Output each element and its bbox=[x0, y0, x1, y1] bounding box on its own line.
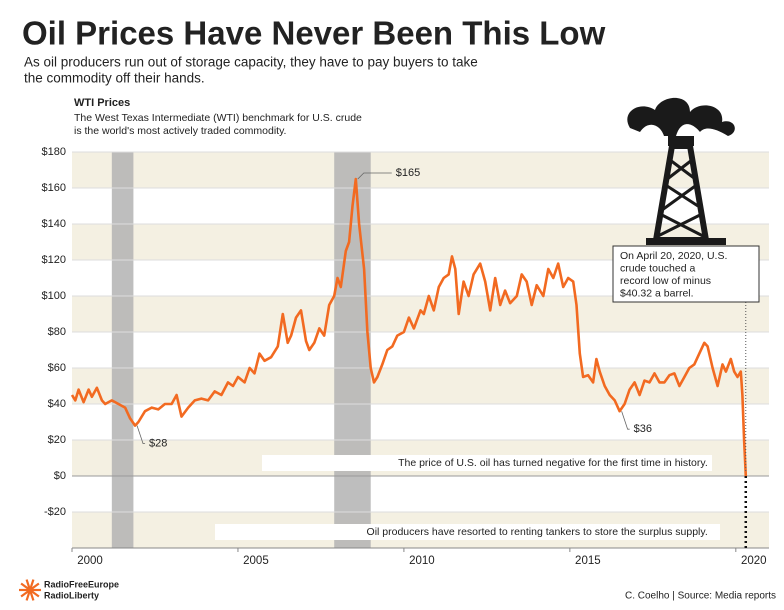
logo-mark bbox=[19, 579, 41, 601]
y-tick-label: $160 bbox=[42, 182, 66, 194]
logo-text: RadioFreeEurope bbox=[44, 579, 119, 589]
annotation-leader bbox=[136, 425, 146, 444]
callout-text: On April 20, 2020, U.S. bbox=[620, 250, 727, 262]
x-tick-label: 2010 bbox=[409, 555, 435, 567]
annotation-leader bbox=[621, 411, 630, 430]
note: The price of U.S. oil has turned negativ… bbox=[398, 457, 708, 469]
note: Oil producers have resorted to renting t… bbox=[367, 526, 708, 538]
x-tick-label: 2020 bbox=[741, 555, 767, 567]
callout-box bbox=[612, 245, 760, 303]
x-tick-label: 2005 bbox=[243, 555, 269, 567]
y-tick-label: $0 bbox=[54, 470, 66, 482]
y-tick-label: $80 bbox=[48, 326, 66, 338]
price-line bbox=[70, 177, 748, 477]
x-tick-label: 2000 bbox=[77, 555, 103, 567]
y-tick-label: $20 bbox=[48, 434, 66, 446]
annotation: $36 bbox=[634, 423, 652, 435]
note-bg bbox=[262, 455, 712, 471]
shaded-period bbox=[111, 152, 134, 548]
description: is the world's most actively traded comm… bbox=[74, 125, 286, 137]
y-tick-label: -$20 bbox=[44, 506, 66, 518]
subtitle: As oil producers run out of storage capa… bbox=[24, 55, 478, 70]
y-tick-label: $180 bbox=[42, 146, 66, 158]
x-tick-label: 2015 bbox=[575, 555, 601, 567]
chart-title: WTI Prices bbox=[74, 97, 130, 109]
plot: -$20 $0 $20 $40 $60 $80 $100 $120 $140 $160 $180 20… bbox=[42, 146, 769, 567]
oil-derrick-icon bbox=[627, 97, 735, 245]
y-tick-label: $40 bbox=[48, 398, 66, 410]
description: The West Texas Intermediate (WTI) benchm… bbox=[74, 112, 362, 124]
note-bg bbox=[215, 524, 720, 540]
annotation: $165 bbox=[396, 167, 420, 179]
callout-text: $40.32 a barrel. bbox=[620, 287, 694, 299]
logo-text: RadioLiberty bbox=[44, 590, 99, 600]
title: Oil Prices Have Never Been This Low bbox=[22, 15, 606, 52]
y-tick-label: $100 bbox=[42, 290, 66, 302]
credit: C. Coelho | Source: Media reports bbox=[625, 591, 776, 602]
y-tick-label: $60 bbox=[48, 362, 66, 374]
y-tick-label: $140 bbox=[42, 218, 66, 230]
annotation: $28 bbox=[149, 438, 167, 450]
logo-ray bbox=[29, 582, 40, 591]
callout-text: record low of minus bbox=[620, 275, 711, 287]
callout-text: crude touched a bbox=[620, 262, 695, 274]
annotation-leader bbox=[357, 172, 392, 180]
y-tick-label: $120 bbox=[42, 254, 66, 266]
background-band bbox=[72, 152, 769, 188]
subtitle: the commodity off their hands. bbox=[24, 71, 205, 86]
